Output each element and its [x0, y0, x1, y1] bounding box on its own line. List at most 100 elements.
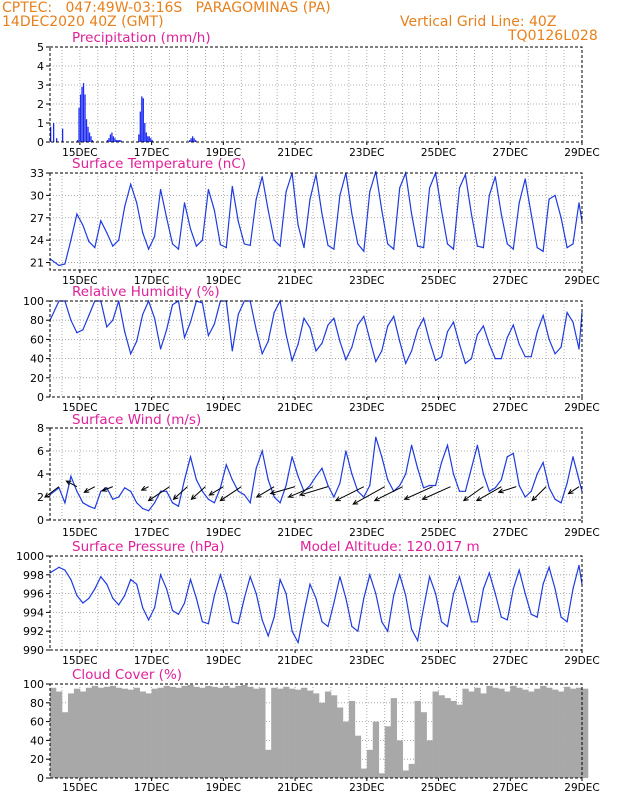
wind-arrow-shaft	[141, 486, 149, 491]
wind-point	[566, 482, 568, 484]
temp-point	[231, 185, 233, 188]
cloud-bar	[546, 687, 553, 778]
wind-point	[351, 473, 353, 475]
rh-point	[578, 348, 580, 350]
wind-point	[237, 490, 239, 492]
cloud-bar	[247, 686, 254, 778]
wind-point	[100, 490, 102, 492]
temp-point	[201, 239, 204, 241]
precip-bar	[150, 138, 152, 142]
cloud-bar	[402, 770, 409, 778]
rh-point	[309, 327, 311, 329]
wind-point	[309, 484, 311, 487]
precip-bar	[142, 98, 144, 142]
rh-point	[369, 338, 371, 340]
wind-arrow	[334, 486, 365, 502]
rh-point	[154, 317, 156, 319]
wind-point	[189, 456, 192, 458]
cloud-bar	[301, 687, 308, 778]
press-point	[405, 594, 407, 597]
wind-point	[381, 456, 383, 458]
rh-point	[512, 324, 514, 326]
rh-point	[267, 340, 269, 342]
press-point	[458, 576, 461, 578]
cloud-bar	[462, 688, 469, 778]
wind-arrow-shaft	[404, 486, 433, 500]
rh-point	[524, 356, 526, 358]
rh-point	[494, 358, 496, 360]
press-point	[225, 593, 227, 595]
cloud-bar	[420, 712, 427, 778]
temp-point	[112, 245, 114, 247]
cloud-bar	[504, 691, 511, 778]
rh-point	[291, 359, 293, 362]
wind-arrow-shaft	[256, 486, 275, 498]
temp-point	[243, 243, 245, 245]
cloud-bar	[229, 687, 236, 778]
press-point	[393, 594, 395, 597]
wind-arrow-head	[255, 492, 262, 498]
press-point	[279, 578, 281, 581]
y-tick-label: 30	[30, 189, 44, 202]
cloud-title: Cloud Cover (%)	[72, 667, 182, 683]
press-point	[58, 566, 60, 568]
y-tick-label: 20	[30, 753, 44, 766]
cloud-bar	[396, 740, 403, 778]
x-tick-label: 29DEC	[564, 782, 599, 794]
run-code: TQ0126L028	[508, 28, 598, 44]
wind-point	[94, 507, 96, 510]
y-tick-label: 994	[23, 606, 44, 619]
rh-point	[554, 353, 556, 355]
press-point	[446, 625, 449, 628]
precip-bar	[112, 136, 115, 142]
cloud-bar	[307, 690, 314, 778]
rh-point	[58, 300, 60, 302]
rh-point	[201, 302, 204, 304]
wind-arrow-shaft	[173, 486, 188, 500]
press-point	[560, 616, 562, 618]
temp-point	[440, 209, 443, 211]
rh-point	[345, 358, 347, 361]
wind-arrow-shaft	[270, 486, 296, 495]
temp-point	[566, 247, 568, 249]
temp-point	[255, 198, 257, 200]
press-point	[470, 621, 473, 623]
x-tick-label: 15DEC	[62, 402, 97, 414]
wind-arrow-shaft	[352, 486, 385, 505]
y-tick-label: 4	[37, 468, 44, 481]
cloud-bar	[498, 688, 505, 778]
cloud-bar	[528, 691, 535, 778]
wind-point	[417, 467, 419, 469]
precip-bar	[139, 111, 141, 142]
rh-point	[321, 342, 323, 344]
press-point	[112, 597, 114, 599]
cloud-bar	[324, 691, 332, 778]
temp-point	[303, 247, 305, 249]
x-tick-label: 25DEC	[421, 147, 456, 159]
cloud-bar	[456, 704, 463, 778]
rh-point	[422, 317, 425, 319]
precip-bar	[190, 138, 192, 142]
temp-point	[76, 213, 78, 215]
rh-point	[452, 321, 455, 323]
wind-point	[363, 496, 365, 498]
rh-point	[261, 353, 263, 355]
x-tick-label: 17DEC	[134, 655, 169, 667]
press-point	[201, 621, 204, 623]
wind-arrow	[421, 486, 451, 500]
temp-point	[130, 183, 132, 185]
cloud-bar	[169, 686, 176, 778]
cloud-bar	[61, 712, 69, 778]
temp-point	[494, 176, 496, 178]
press-point	[542, 583, 544, 585]
temp-point	[375, 170, 377, 173]
precip-bar	[90, 136, 92, 142]
press-point	[136, 583, 138, 585]
precip-bar	[52, 123, 55, 142]
rh-point	[136, 340, 138, 342]
wind-arrow-shaft	[209, 486, 224, 496]
temp-point	[154, 235, 156, 238]
y-tick-label: 992	[23, 625, 44, 638]
x-tick-label: 29DEC	[564, 275, 599, 287]
